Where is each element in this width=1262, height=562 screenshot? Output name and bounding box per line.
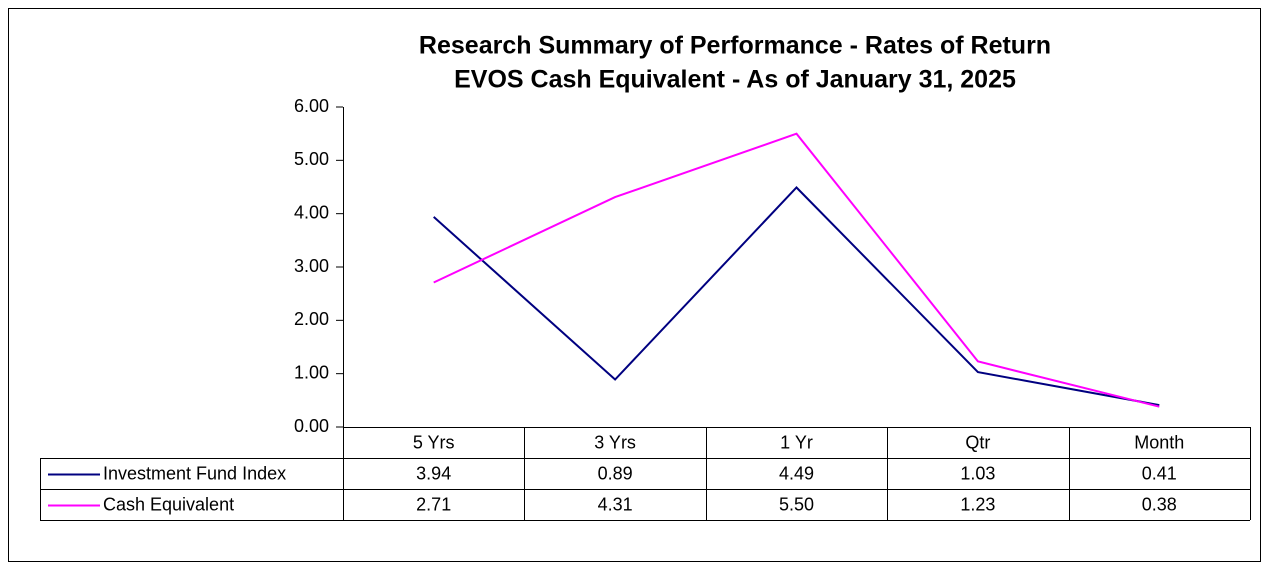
y-tick-label: 5.00 bbox=[294, 149, 329, 169]
x-tick-label: 3 Yrs bbox=[594, 432, 636, 452]
table-value: 0.41 bbox=[1142, 463, 1177, 483]
table-value: 0.38 bbox=[1142, 494, 1177, 514]
table-value: 1.03 bbox=[960, 463, 995, 483]
series-line bbox=[433, 186, 1160, 407]
y-tick-label: 6.00 bbox=[294, 96, 329, 116]
x-tick-label: Month bbox=[1134, 432, 1184, 452]
chart-title: Research Summary of Performance - Rates … bbox=[419, 32, 1051, 60]
chart-subtitle: EVOS Cash Equivalent - As of January 31,… bbox=[454, 66, 1016, 94]
legend-label: Cash Equivalent bbox=[103, 494, 234, 514]
y-tick-label: 4.00 bbox=[294, 202, 329, 222]
table-value: 4.49 bbox=[779, 463, 814, 483]
table-value: 3.94 bbox=[416, 463, 451, 483]
y-tick-label: 2.00 bbox=[294, 309, 329, 329]
table-value: 0.89 bbox=[598, 463, 633, 483]
table-value: 1.23 bbox=[960, 494, 995, 514]
y-tick-label: 0.00 bbox=[294, 416, 329, 436]
y-tick-label: 1.00 bbox=[294, 362, 329, 382]
table-value: 4.31 bbox=[598, 494, 633, 514]
series-line bbox=[433, 132, 1160, 408]
table-value: 5.50 bbox=[779, 494, 814, 514]
x-tick-label: 1 Yr bbox=[780, 432, 813, 452]
x-tick-label: 5 Yrs bbox=[413, 432, 455, 452]
x-tick-label: Qtr bbox=[965, 432, 990, 452]
table-value: 2.71 bbox=[416, 494, 451, 514]
y-tick-label: 3.00 bbox=[294, 256, 329, 276]
legend-label: Investment Fund Index bbox=[103, 463, 286, 483]
